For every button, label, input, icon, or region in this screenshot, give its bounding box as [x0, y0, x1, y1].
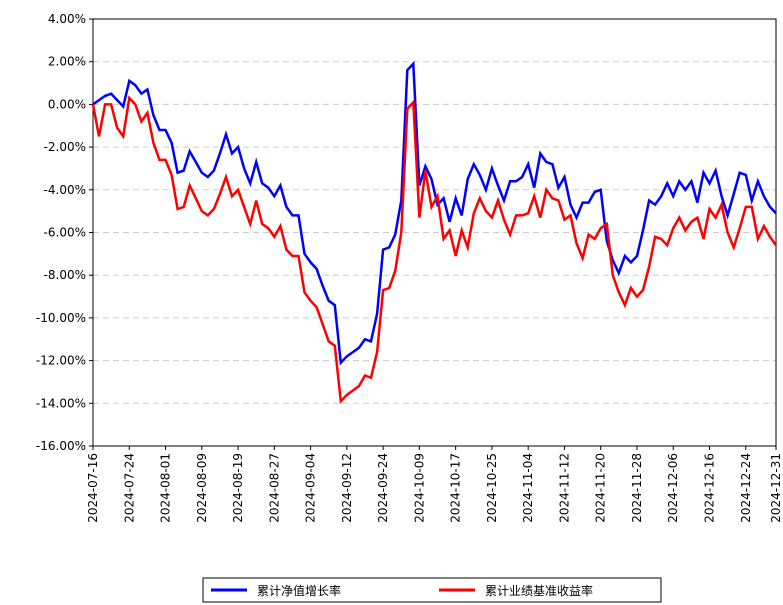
- legend-label: 累计净值增长率: [257, 583, 341, 598]
- x-tick-label: 2024-12-06: [666, 453, 680, 523]
- y-tick-label: -14.00%: [36, 396, 86, 410]
- x-tick-label: 2024-11-20: [594, 453, 608, 523]
- legend-label: 累计业绩基准收益率: [485, 583, 593, 598]
- y-tick-label: -6.00%: [44, 226, 86, 240]
- y-tick-label: -4.00%: [44, 183, 86, 197]
- x-tick-label: 2024-07-16: [86, 453, 100, 523]
- plot-frame: [92, 18, 777, 447]
- x-tick-label: 2024-12-16: [703, 453, 717, 523]
- legend-box: [202, 577, 662, 603]
- y-tick-label: -12.00%: [36, 354, 86, 368]
- x-tick-label: 2024-10-17: [449, 453, 463, 523]
- y-tick-label: -10.00%: [36, 311, 86, 325]
- x-tick-label: 2024-08-19: [231, 453, 245, 523]
- y-tick-label: 4.00%: [48, 12, 86, 26]
- x-tick-label: 2024-07-24: [122, 453, 136, 523]
- x-tick-label: 2024-10-09: [412, 453, 426, 523]
- y-tick-label: 0.00%: [48, 97, 86, 111]
- x-tick-label: 2024-10-25: [485, 453, 499, 523]
- x-tick-label: 2024-09-24: [376, 453, 390, 523]
- x-tick-label: 2024-11-04: [521, 453, 535, 523]
- x-tick-label: 2024-11-12: [557, 453, 571, 523]
- y-tick-label: 2.00%: [48, 55, 86, 69]
- series-line: [92, 60, 777, 366]
- x-tick-label: 2024-12-24: [739, 453, 753, 523]
- x-tick-label: 2024-09-04: [304, 453, 318, 523]
- y-tick-label: -2.00%: [44, 140, 86, 154]
- y-tick-label: -8.00%: [44, 268, 86, 282]
- x-tick-label: 2024-12-31: [769, 453, 783, 523]
- x-tick-label: 2024-08-27: [267, 453, 281, 523]
- y-tick-label: -16.00%: [36, 439, 86, 453]
- series-line: [91, 95, 778, 405]
- x-tick-label: 2024-08-09: [195, 453, 209, 523]
- x-tick-label: 2024-11-28: [630, 453, 644, 523]
- x-tick-label: 2024-08-01: [159, 453, 173, 523]
- x-tick-label: 2024-09-12: [340, 453, 354, 523]
